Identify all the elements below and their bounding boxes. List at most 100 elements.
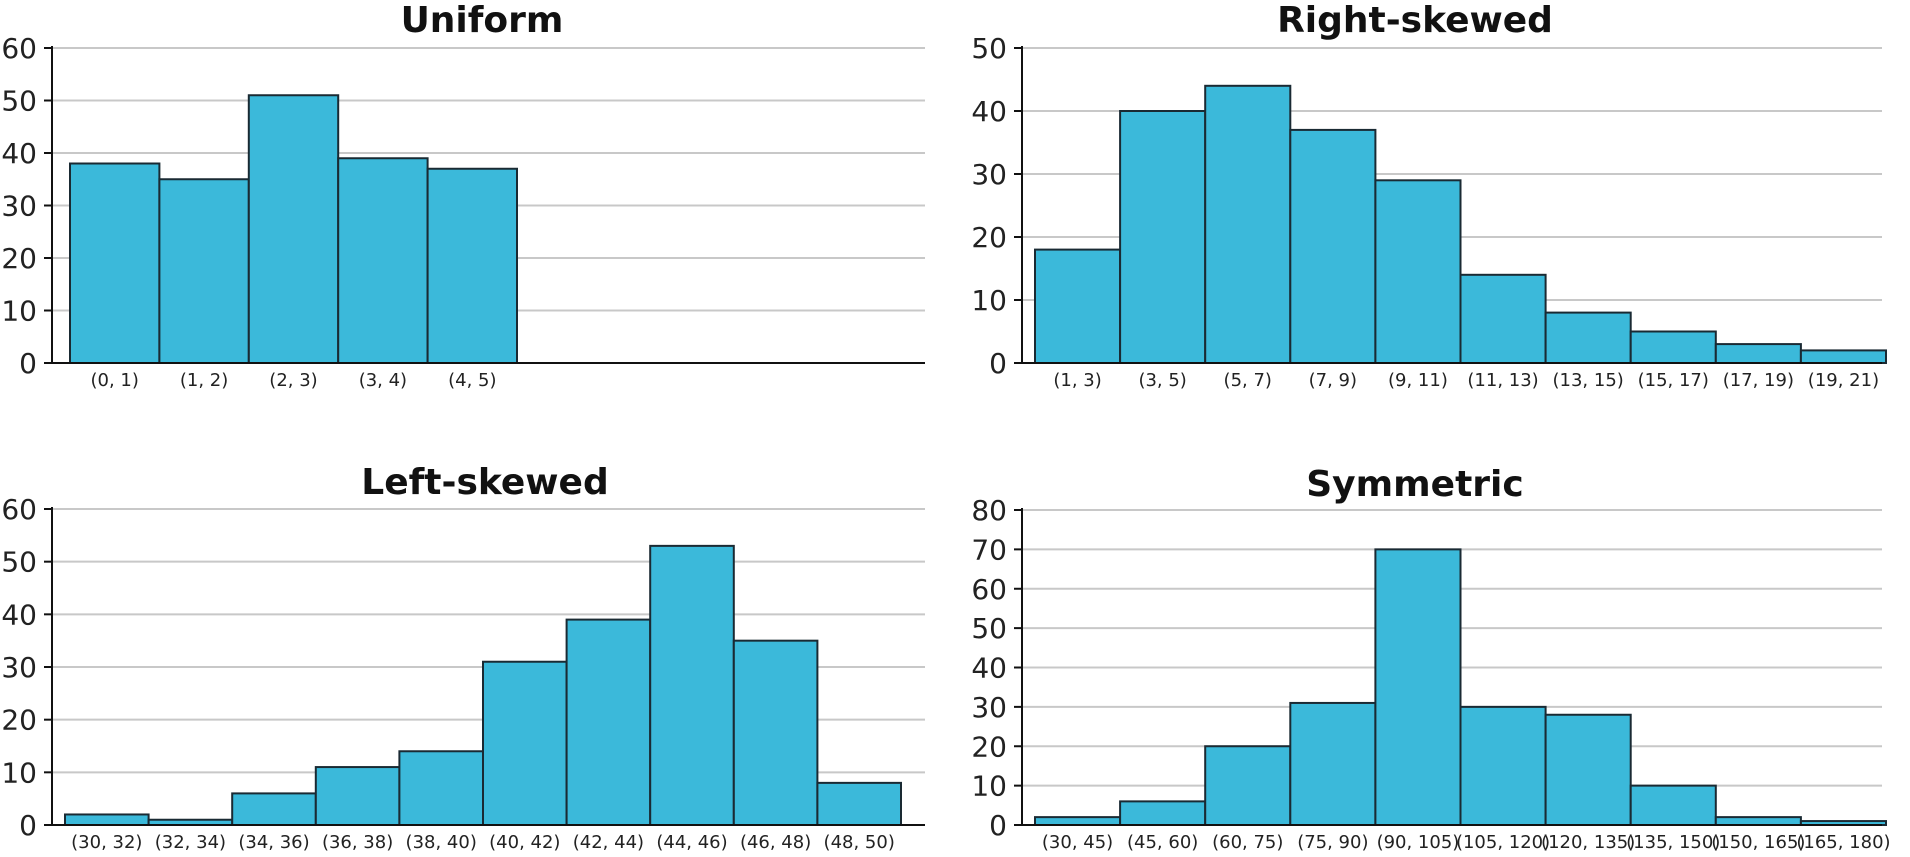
x-tick-label: (19, 21) [1808, 370, 1879, 391]
x-tick-label: (60, 75) [1212, 832, 1283, 853]
histogram-bar [426, 167, 519, 364]
y-tick-label: 10 [1, 295, 37, 328]
histogram-bar [1714, 343, 1802, 365]
y-tick-label: 30 [971, 158, 1007, 191]
histogram-bar [231, 792, 317, 827]
histogram-bar [1034, 248, 1122, 365]
symmetric-histogram-panel: Symmetric 0 10 20 30 40 50 60 70 80 (30, 45) (45, … [971, 464, 1890, 853]
x-tick-label: (34, 36) [238, 832, 309, 853]
x-tick-label: (36, 38) [322, 832, 393, 853]
chart-title: Left-skewed [361, 462, 608, 503]
x-tick-label: (7, 9) [1309, 370, 1357, 391]
histogram-bar [158, 178, 250, 364]
right-skewed-histogram-panel: Right-skewed 0 10 20 30 40 50 (1, 3) (3, 5) (5, … [971, 0, 1888, 391]
histogram-bar [1629, 330, 1717, 364]
y-tick-label: 40 [971, 652, 1007, 685]
histogram-bar [1204, 84, 1292, 365]
y-tick-label: 50 [971, 612, 1007, 645]
chart-title: Right-skewed [1277, 0, 1553, 41]
y-tick-label: 70 [971, 533, 1007, 566]
histogram-bar [1374, 548, 1462, 826]
x-tick-label: (30, 45) [1042, 832, 1113, 853]
histogram-bar [1459, 705, 1547, 826]
y-tick-label: 20 [971, 221, 1007, 254]
chart-title: Symmetric [1306, 464, 1523, 505]
x-tick-label: (17, 19) [1723, 370, 1794, 391]
x-tick-label: (135, 150) [1626, 832, 1720, 853]
x-tick-label: (1, 3) [1053, 370, 1101, 391]
y-tick-label: 20 [1, 704, 37, 737]
histogram-bar [1544, 713, 1632, 826]
chart-title: Uniform [401, 0, 564, 41]
y-tick-label: 40 [1, 598, 37, 631]
y-tick-label: 0 [989, 809, 1007, 842]
x-tick-label: (120, 135) [1541, 832, 1635, 853]
y-tick-label: 30 [1, 190, 37, 223]
y-tick-label: 60 [1, 32, 37, 65]
x-tick-label: (3, 4) [359, 370, 407, 391]
histogram-bar [1459, 273, 1547, 364]
histogram-bar [1799, 349, 1888, 364]
y-tick-label: 30 [971, 691, 1007, 724]
x-tick-label: (42, 44) [573, 832, 644, 853]
left-skewed-histogram-panel: Left-skewed 0 10 20 30 40 50 60 (30, 32) (32, 34… [1, 462, 925, 853]
x-tick-label: (46, 48) [740, 832, 811, 853]
histogram-bar [1289, 128, 1377, 364]
y-tick-label: 0 [19, 347, 37, 380]
histogram-bar [1119, 110, 1207, 364]
histogram-bar [565, 618, 652, 826]
y-tick-label: 50 [1, 85, 37, 118]
x-tick-label: (45, 60) [1127, 832, 1198, 853]
histogram-bar [1289, 701, 1377, 826]
y-tick-label: 20 [971, 730, 1007, 763]
histogram-bar [1629, 784, 1717, 826]
histogram-bar [1374, 179, 1462, 364]
x-tick-label: (13, 15) [1553, 370, 1624, 391]
histogram-bar [1544, 311, 1632, 365]
histogram-bar [398, 750, 484, 826]
y-tick-label: 30 [1, 651, 37, 684]
x-tick-label: (44, 46) [656, 832, 727, 853]
x-tick-label: (11, 13) [1467, 370, 1538, 391]
histogram-bar [314, 766, 401, 826]
y-tick-label: 40 [971, 95, 1007, 128]
x-tick-label: (32, 34) [155, 832, 226, 853]
y-tick-label: 0 [19, 809, 37, 842]
x-tick-label: (5, 7) [1224, 370, 1272, 391]
x-tick-label: (75, 90) [1297, 832, 1368, 853]
y-tick-label: 10 [971, 770, 1007, 803]
x-tick-label: (38, 40) [406, 832, 477, 853]
histogram-bar [337, 157, 429, 364]
x-tick-label: (48, 50) [824, 832, 895, 853]
y-tick-label: 10 [971, 284, 1007, 317]
histogram-bar [816, 781, 903, 826]
y-tick-label: 40 [1, 137, 37, 170]
y-tick-label: 20 [1, 242, 37, 275]
y-tick-label: 80 [971, 494, 1007, 527]
x-tick-label: (0, 1) [90, 370, 138, 391]
x-tick-label: (1, 2) [180, 370, 228, 391]
x-tick-label: (9, 11) [1388, 370, 1448, 391]
x-tick-label: (105, 120) [1456, 832, 1550, 853]
uniform-histogram-panel: Uniform 0 10 20 30 40 50 60 (0, 1) (1, 2) (2, 3) (… [1, 0, 925, 391]
x-tick-label: (40, 42) [489, 832, 560, 853]
histogram-bar [649, 544, 735, 826]
x-tick-label: (15, 17) [1638, 370, 1709, 391]
x-tick-label: (4, 5) [448, 370, 496, 391]
histogram-bar [482, 660, 568, 826]
histogram-bar [1034, 816, 1122, 826]
y-tick-label: 60 [971, 573, 1007, 606]
y-tick-label: 60 [1, 493, 37, 526]
x-tick-label: (90, 105) [1377, 832, 1460, 853]
y-tick-label: 0 [989, 347, 1007, 380]
x-tick-label: (3, 5) [1138, 370, 1186, 391]
histogram-bar [64, 813, 150, 827]
histogram-bar [247, 94, 340, 364]
x-tick-label: (30, 32) [71, 832, 142, 853]
histogram-bar [1119, 800, 1207, 826]
y-tick-label: 50 [1, 546, 37, 579]
x-tick-label: (165, 180) [1796, 832, 1890, 853]
histogram-bar [1204, 745, 1292, 826]
